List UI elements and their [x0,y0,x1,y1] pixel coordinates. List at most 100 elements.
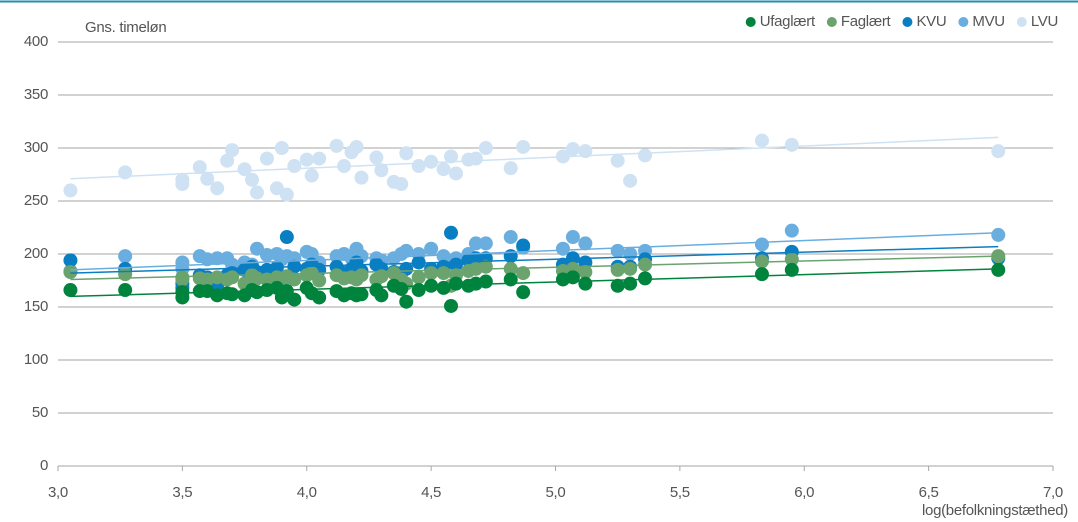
data-point [118,249,133,264]
legend-item: LVU [1016,13,1058,30]
legend-label: Ufaglært [760,13,816,30]
data-point [449,257,463,272]
data-point [449,276,463,291]
data-point [444,225,459,240]
legend-item: Ufaglært [745,13,816,30]
y-tick-label: 0 [40,457,48,474]
trend-line [70,268,999,298]
data-point [63,183,78,198]
trend-line [70,136,999,180]
data-point [220,153,235,168]
data-point [399,146,414,161]
data-point [578,144,593,159]
data-point [411,270,426,285]
data-point [250,241,264,256]
y-tick-label: 250 [24,192,48,209]
data-point [754,133,769,148]
data-point [991,227,1006,242]
x-tick-label: 3,0 [48,484,68,501]
data-point [279,230,294,245]
y-tick-label: 200 [24,245,48,262]
data-point [374,163,389,178]
data-point [610,278,625,293]
legend-marker [826,17,837,27]
data-point [312,290,327,305]
legend-marker [958,17,969,27]
data-point [274,141,289,155]
data-point [349,139,364,154]
data-point [200,171,215,186]
data-point [610,153,625,168]
data-point [411,159,426,174]
y-tick-label: 50 [32,404,48,421]
legend-item: Faglært [826,13,892,30]
data-point [399,243,414,258]
data-point [411,283,426,298]
data-point [436,162,451,177]
data-point [754,267,769,282]
data-point [394,281,409,296]
data-point [369,150,384,165]
data-point [991,262,1006,277]
data-point [516,139,531,154]
data-point [578,276,593,291]
data-point [754,237,769,252]
data-point [503,161,518,176]
data-point [478,141,493,155]
data-point [237,162,252,177]
data-point [287,272,302,287]
data-point [354,170,369,185]
x-tick-label: 5,0 [546,484,566,501]
data-point [638,271,653,286]
data-point [279,187,294,202]
data-point [424,266,439,281]
y-tick-label: 150 [24,298,48,315]
data-point [784,252,799,267]
data-point [259,151,274,166]
y-axis-title: Gns. timeløn [85,19,166,36]
y-tick-label: 100 [24,351,48,368]
x-tick-label: 7,0 [1043,484,1063,501]
legend-label: LVU [1031,13,1058,30]
data-point [329,138,344,153]
y-tick-label: 400 [24,33,48,50]
data-point [118,165,133,180]
data-point [269,181,284,196]
y-tick-label: 350 [24,86,48,103]
data-point [424,241,439,256]
legend-label: MVU [972,13,1004,30]
data-point [503,272,518,287]
data-point [478,274,493,289]
data-point [578,236,593,251]
data-point [424,154,439,169]
data-point [374,288,389,303]
data-point [623,247,638,261]
data-point [565,230,580,245]
legend-label: Faglært [841,13,892,30]
data-point [436,266,451,281]
data-point [304,168,319,183]
data-point [516,238,531,253]
data-point [623,276,638,291]
data-point [118,283,133,298]
data-point [63,265,78,280]
data-point [468,151,483,166]
trend-line [70,232,999,271]
data-point [468,236,483,251]
data-point [555,241,570,256]
data-point [245,172,260,187]
data-point [478,259,493,274]
data-point [312,273,327,288]
legend-item: MVU [958,13,1005,30]
x-tick-label: 3,5 [172,484,192,501]
x-tick-label: 5,5 [670,484,690,501]
data-point [374,269,389,284]
data-point [578,265,593,280]
data-point [210,251,225,266]
data-point [63,253,78,268]
trend-line [70,245,999,274]
data-point [210,181,225,196]
data-point [623,173,638,188]
data-point [444,149,459,164]
